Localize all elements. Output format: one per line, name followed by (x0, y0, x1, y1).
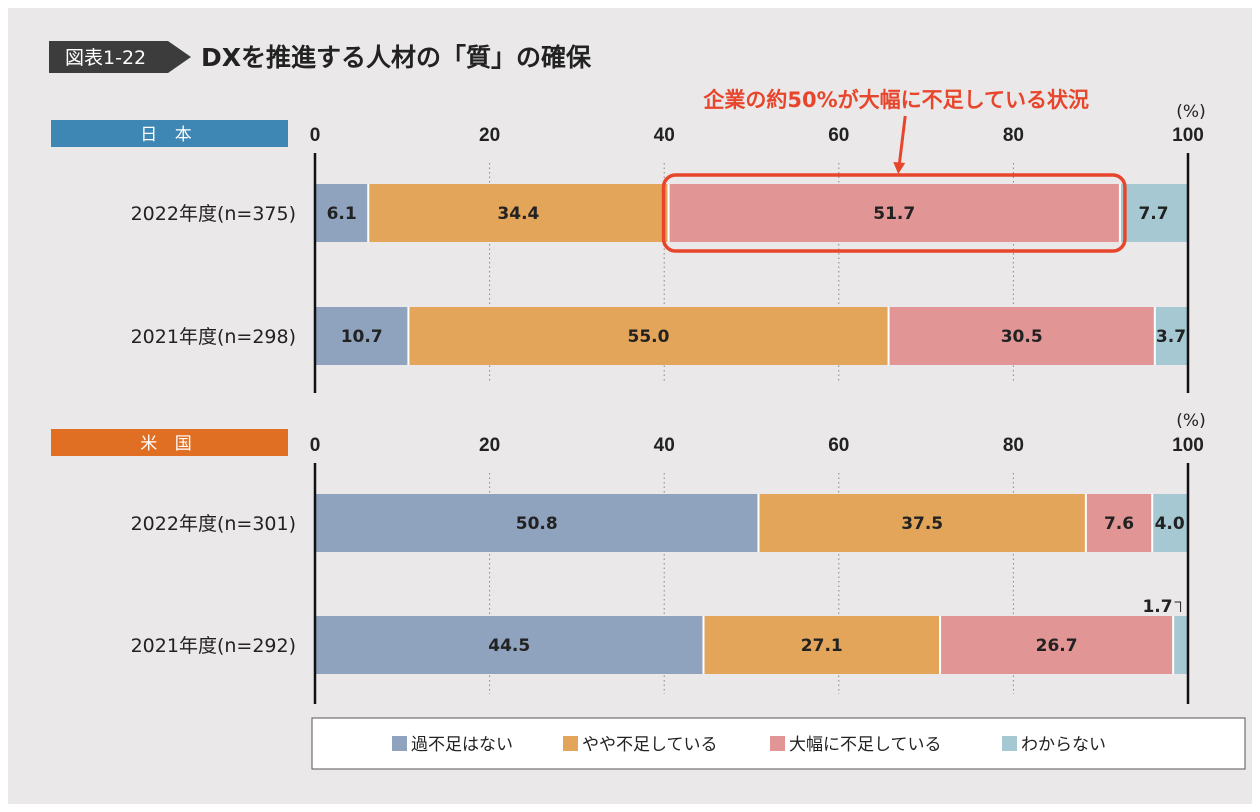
category-label: 2022年度(n=375) (131, 203, 296, 225)
bar-value-label: 10.7 (341, 327, 383, 347)
bar-value-label: 50.8 (516, 514, 558, 534)
bar-segment (940, 616, 1174, 674)
label-leader (1174, 601, 1182, 612)
bar-segment (408, 307, 889, 365)
bar-segment (668, 184, 1120, 242)
bar-segment (315, 494, 759, 552)
bar-segment (703, 616, 941, 674)
bar-value-label: 30.5 (1001, 327, 1043, 347)
x-tick-label: 100 (1172, 435, 1204, 456)
bar-segment (368, 184, 669, 242)
bar-value-label: 34.4 (497, 204, 539, 224)
bar-segment (1152, 494, 1188, 552)
x-tick-label: 20 (479, 435, 500, 456)
chart-panel: 日 本 (%) 0 20 40 60 80 100 2022年度(n=375) 6.1 34.4 51… (51, 102, 1206, 393)
bar-value-label: 55.0 (628, 327, 670, 347)
figure-badge (49, 41, 191, 73)
x-tick-label: 20 (479, 125, 500, 146)
figure-header: 図表1-22 DXを推進する人材の「質」の確保 (49, 41, 592, 73)
legend-swatch (563, 736, 578, 751)
chart-canvas: 図表1-22 DXを推進する人材の「質」の確保 企業の約50%が大幅に不足してい… (49, 41, 1246, 770)
bar-value-label: 7.6 (1104, 514, 1134, 534)
bar-segment (1119, 184, 1188, 242)
x-tick-label: 60 (828, 435, 849, 456)
bar-value-label: 51.7 (873, 204, 915, 224)
category-label: 2022年度(n=301) (131, 513, 296, 535)
region-header (51, 120, 288, 147)
x-tick-label: 80 (1003, 125, 1024, 146)
highlight-box (661, 173, 1127, 253)
x-tick-label: 40 (654, 435, 675, 456)
x-tick-label: 0 (310, 435, 321, 456)
region-header (51, 429, 288, 456)
region-label: 日 本 (140, 125, 197, 145)
figure-title: DXを推進する人材の「質」の確保 (201, 43, 592, 72)
legend-swatch (392, 736, 407, 751)
x-tick-label: 0 (310, 125, 321, 146)
axis-unit: (%) (1176, 411, 1205, 431)
bar-segment (888, 307, 1155, 365)
bar-segment (1085, 494, 1153, 552)
annotation-arrowhead (893, 162, 906, 174)
bar-value-label: 3.7 (1156, 327, 1186, 347)
x-tick-label: 40 (654, 125, 675, 146)
bar-value-label: 6.1 (327, 204, 357, 224)
annotation-arrow-shaft (897, 115, 907, 166)
bar-value-label: 4.0 (1155, 514, 1185, 534)
axis-unit: (%) (1176, 102, 1205, 122)
legend-label: わからない (1021, 735, 1106, 755)
bar-segment (1154, 307, 1188, 365)
x-tick-label: 60 (828, 125, 849, 146)
legend-label: 大幅に不足している (789, 735, 942, 755)
x-tick-label: 80 (1003, 435, 1024, 456)
figure-badge-text: 図表1-22 (65, 47, 146, 69)
legend-label: やや不足している (582, 735, 718, 755)
bar-value-label: 7.7 (1138, 204, 1168, 224)
legend-swatch (770, 736, 785, 751)
figure-card: 図表1-22 DXを推進する人材の「質」の確保 企業の約50%が大幅に不足してい… (8, 8, 1252, 804)
legend-box (311, 717, 1246, 770)
annotation-text: 企業の約50%が大幅に不足している状況 (702, 88, 1089, 112)
bar-value-label: 44.5 (488, 636, 530, 656)
bar-segment (1173, 616, 1188, 674)
legend: 過不足はない やや不足している 大幅に不足している わからない (311, 717, 1246, 770)
legend-label: 過不足はない (411, 735, 513, 755)
bar-value-label: 27.1 (801, 636, 843, 656)
category-label: 2021年度(n=292) (131, 635, 296, 657)
bar-segment (315, 184, 369, 242)
chart-panel: 米 国 (%) 0 20 40 60 80 100 2022年度(n=301) 50.8 37.5 7… (51, 411, 1206, 704)
category-label: 2021年度(n=298) (131, 326, 296, 348)
bar-value-label: 1.7 (1142, 597, 1172, 617)
legend-swatch (1002, 736, 1017, 751)
bar-value-label: 37.5 (901, 514, 943, 534)
bar-segment (315, 307, 409, 365)
bar-segment (315, 616, 704, 674)
bar-segment (758, 494, 1086, 552)
region-label: 米 国 (140, 434, 197, 454)
x-tick-label: 100 (1172, 125, 1204, 146)
bar-value-label: 26.7 (1036, 636, 1078, 656)
